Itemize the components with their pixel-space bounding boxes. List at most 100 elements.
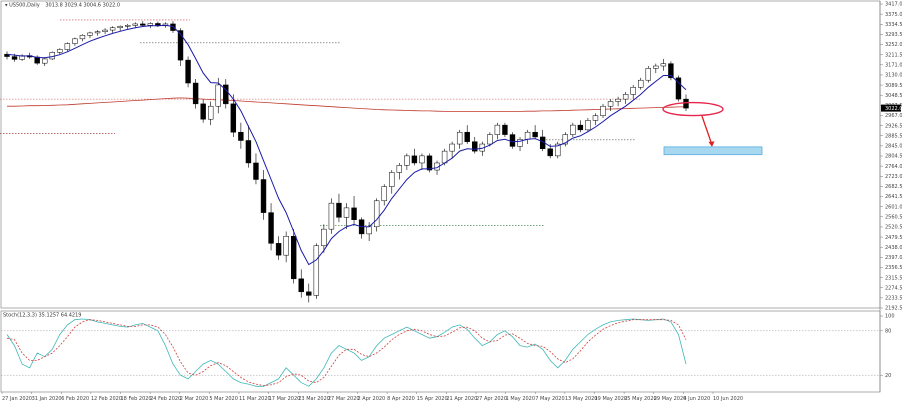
price-tick-label: 3171.0 xyxy=(885,63,902,69)
candle-up xyxy=(638,79,644,88)
price-tick-label: 3211.5 xyxy=(885,52,902,58)
candle-up xyxy=(600,105,606,116)
candle-down xyxy=(223,84,229,105)
candle-up xyxy=(653,65,659,69)
candle-up xyxy=(381,186,387,202)
price-tick-label: 2601.0 xyxy=(885,204,902,210)
price-tick-label: 2560.5 xyxy=(885,215,902,221)
candle-down xyxy=(547,148,553,157)
price-tick-label: 2967.0 xyxy=(885,113,902,119)
date-tick-label: 31 Jan 2020 xyxy=(32,396,62,402)
candlesticks xyxy=(4,21,689,303)
date-tick-label: 5 Mar 2020 xyxy=(209,396,238,402)
price-tick-label: 2438.0 xyxy=(885,245,902,251)
date-tick-label: 2 Mar 2020 xyxy=(180,396,209,402)
candle-down xyxy=(351,207,357,220)
candle-up xyxy=(404,155,410,166)
candle-up xyxy=(389,172,395,187)
date-tick-label: 1 May 2020 xyxy=(506,396,535,402)
candle-down xyxy=(200,103,206,120)
candle-down xyxy=(336,202,342,218)
date-tick-label: 6 Feb 2020 xyxy=(61,396,89,402)
candle-up xyxy=(343,207,350,218)
price-tick-label: 2723.0 xyxy=(885,174,902,180)
stochastic-axis: 100 80 20 xyxy=(880,314,895,379)
price-tick-label: 2274.5 xyxy=(885,285,902,291)
date-tick-label: 19 May 2020 xyxy=(595,396,628,402)
candle-up xyxy=(456,131,463,145)
candle-down xyxy=(4,53,10,57)
slow-moving-average xyxy=(7,97,686,112)
price-tick-label: 2885.5 xyxy=(885,133,902,139)
date-axis: 27 Jan 2020 31 Jan 2020 6 Feb 2020 12 Feb 2… xyxy=(1,392,743,402)
date-tick-label: 2 Apr 2020 xyxy=(358,396,386,402)
candle-up xyxy=(622,94,629,100)
candle-up xyxy=(215,84,221,107)
date-tick-label: 17 Mar 2020 xyxy=(269,396,301,402)
candle-up xyxy=(441,150,448,164)
candle-down xyxy=(502,124,508,135)
stoch-tick-label: 80 xyxy=(885,329,891,335)
candle-up xyxy=(524,131,531,140)
candle-up xyxy=(585,120,591,131)
candle-up xyxy=(366,226,372,235)
candle-up xyxy=(87,32,93,36)
price-tick-label: 2315.5 xyxy=(885,275,902,281)
candle-up xyxy=(64,43,71,50)
candle-down xyxy=(464,131,470,142)
price-axis: 3417.0 3375.0 3334.5 3293.5 3252.0 3211.5 3171… xyxy=(880,2,902,312)
candle-up xyxy=(132,23,138,26)
date-tick-label: 7 May 2020 xyxy=(535,396,564,402)
header-symbol: US500,Daily xyxy=(9,3,40,9)
candle-up xyxy=(109,27,116,31)
candle-down xyxy=(11,56,18,60)
price-tick-label: 2926.5 xyxy=(885,123,902,129)
stoch-tick-label: 100 xyxy=(885,314,895,320)
price-tick-label: 2641.5 xyxy=(885,194,902,200)
candle-up xyxy=(607,101,614,107)
candle-down xyxy=(683,98,689,109)
candle-up xyxy=(660,63,667,67)
candle-down xyxy=(245,140,252,164)
candle-up xyxy=(79,35,86,40)
price-tick-label: 2356.5 xyxy=(885,265,902,271)
candle-down xyxy=(577,124,584,131)
candle-down xyxy=(185,59,191,84)
price-tick-label: 3417.0 xyxy=(885,2,902,8)
candle-down xyxy=(192,82,199,105)
candle-down xyxy=(509,134,516,147)
stoch-signal-line xyxy=(6,319,687,387)
date-tick-label: 12 Feb 2020 xyxy=(91,396,122,402)
candle-up xyxy=(449,143,455,152)
annotations xyxy=(662,101,763,156)
candle-down xyxy=(472,141,478,152)
candle-down xyxy=(177,30,184,61)
chart-header: ▾ US500,Daily 3013.8 3029.4 3004.6 3022.… xyxy=(5,3,120,9)
candle-down xyxy=(306,291,312,296)
price-tick-label: 2192.5 xyxy=(885,306,902,312)
candle-up xyxy=(487,134,493,145)
candle-up xyxy=(328,202,335,230)
date-tick-label: 23 Mar 2020 xyxy=(298,396,330,402)
current-price-label: 3022.0 xyxy=(885,106,902,112)
date-tick-label: 25 May 2020 xyxy=(624,396,657,402)
price-tick-label: 2804.5 xyxy=(885,154,902,160)
candle-up xyxy=(207,105,214,120)
date-tick-label: 15 Apr 2020 xyxy=(417,396,448,402)
candle-down xyxy=(426,155,433,171)
candle-up xyxy=(645,68,651,81)
slow-ma-line xyxy=(7,97,686,112)
candle-down xyxy=(230,103,237,133)
price-tick-label: 2764.0 xyxy=(885,164,902,170)
date-tick-label: 4 Jun 2020 xyxy=(683,396,710,402)
date-tick-label: 8 Apr 2020 xyxy=(387,396,415,402)
date-tick-label: 27 Jan 2020 xyxy=(2,396,32,402)
date-tick-label: 24 Feb 2020 xyxy=(150,396,181,402)
header-ohlc: 3013.8 3029.4 3004.6 3022.0 xyxy=(45,3,120,9)
candle-up xyxy=(94,31,101,34)
candle-up xyxy=(555,143,561,157)
stoch-main-line xyxy=(6,318,687,387)
candle-down xyxy=(290,236,297,280)
date-tick-label: 11 Mar 2020 xyxy=(239,396,271,402)
